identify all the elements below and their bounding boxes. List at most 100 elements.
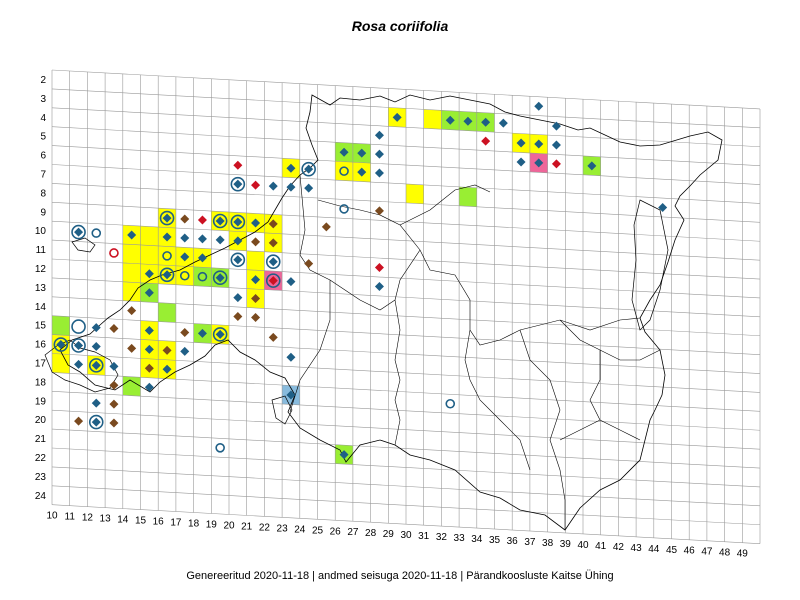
record-diamond	[180, 214, 190, 224]
record-diamond	[144, 382, 154, 392]
record-diamond	[463, 116, 473, 126]
record-ring	[265, 273, 281, 288]
record-diamond	[127, 230, 137, 240]
record-diamond	[268, 238, 278, 248]
record-diamond	[286, 390, 296, 400]
record-ring	[212, 327, 228, 342]
record-diamond	[392, 112, 402, 122]
record-circle	[179, 270, 190, 281]
grid-line-horizontal	[51, 466, 761, 507]
record-diamond	[534, 158, 544, 168]
grid-line-horizontal	[51, 485, 761, 526]
column-label: 35	[489, 535, 501, 546]
column-label: 20	[223, 520, 235, 531]
record-diamond	[74, 227, 84, 237]
country-outline	[59, 94, 723, 531]
column-label: 27	[347, 527, 359, 538]
column-label: 37	[524, 537, 536, 548]
record-diamond	[551, 140, 561, 150]
record-circle	[339, 166, 349, 176]
grid-line-horizontal	[51, 239, 761, 280]
grid-line-horizontal	[51, 107, 761, 148]
grid-line-horizontal	[51, 447, 761, 488]
grid-line-horizontal	[51, 183, 761, 223]
column-label: 45	[666, 545, 678, 556]
record-diamond	[162, 345, 172, 355]
record-diamond	[127, 343, 137, 353]
record-diamond	[215, 273, 225, 283]
column-label: 41	[595, 541, 607, 552]
grid-cell-green	[193, 266, 212, 287]
record-diamond	[286, 182, 296, 192]
column-label: 31	[418, 531, 430, 542]
record-diamond	[534, 139, 544, 149]
record-diamond	[162, 270, 172, 280]
record-diamond	[339, 450, 349, 460]
markers-layer	[53, 101, 668, 460]
row-label: 16	[35, 340, 47, 351]
record-circle	[109, 248, 119, 258]
country-boundary-layer	[44, 94, 723, 531]
grid-line-horizontal	[51, 504, 761, 544]
grid-line-horizontal	[51, 69, 761, 110]
record-diamond	[304, 183, 314, 193]
record-diamond	[144, 288, 154, 298]
column-label: 30	[400, 530, 412, 541]
record-diamond	[233, 160, 243, 170]
grid-line-horizontal	[51, 296, 761, 337]
column-label: 11	[65, 512, 76, 523]
record-circle	[339, 204, 349, 214]
record-diamond	[233, 311, 243, 321]
grid-line-horizontal	[51, 145, 761, 185]
record-diamond	[233, 236, 243, 246]
record-diamond	[658, 203, 668, 213]
map-title: Rosa coriifolia	[351, 18, 449, 34]
row-label: 14	[35, 302, 47, 313]
record-diamond	[251, 294, 261, 304]
grid-line-horizontal	[51, 258, 761, 299]
grid-cell-yellow	[175, 265, 194, 286]
record-diamond	[56, 340, 66, 350]
record-diamond	[91, 341, 101, 351]
column-label: 23	[277, 523, 289, 534]
grid-line-horizontal	[51, 126, 761, 166]
record-diamond	[109, 361, 119, 371]
row-label: 3	[40, 94, 46, 105]
record-ring	[53, 337, 69, 352]
record-diamond	[144, 269, 154, 279]
column-label: 39	[560, 539, 572, 550]
record-diamond	[74, 341, 84, 351]
record-diamond	[357, 167, 367, 177]
record-diamond	[109, 380, 119, 390]
record-diamond	[286, 352, 296, 362]
column-label: 16	[153, 517, 165, 528]
record-diamond	[286, 277, 296, 287]
record-diamond	[357, 148, 367, 158]
record-diamond	[268, 332, 278, 342]
record-ring	[71, 224, 86, 240]
row-label: 4	[40, 113, 46, 124]
grid-cell-green	[122, 376, 141, 397]
record-circle	[445, 398, 456, 409]
grid-line-horizontal	[51, 391, 761, 431]
record-ring	[71, 319, 86, 334]
record-diamond	[374, 149, 384, 159]
record-circle	[162, 251, 172, 261]
row-label: 8	[40, 188, 46, 199]
island-west-large	[44, 339, 119, 393]
record-diamond	[197, 215, 207, 225]
record-ring	[212, 213, 228, 229]
row-label: 12	[35, 264, 47, 275]
record-ring	[212, 270, 228, 285]
column-label: 22	[259, 522, 271, 533]
column-label: 21	[241, 521, 253, 532]
record-ring	[230, 214, 246, 230]
column-label: 46	[684, 546, 696, 557]
record-diamond	[144, 326, 154, 336]
row-label: 17	[35, 358, 47, 369]
record-diamond	[251, 275, 261, 285]
record-diamond	[180, 327, 190, 337]
record-diamond	[498, 118, 508, 128]
grid-cell-yellow	[122, 262, 141, 283]
record-diamond	[251, 237, 261, 247]
